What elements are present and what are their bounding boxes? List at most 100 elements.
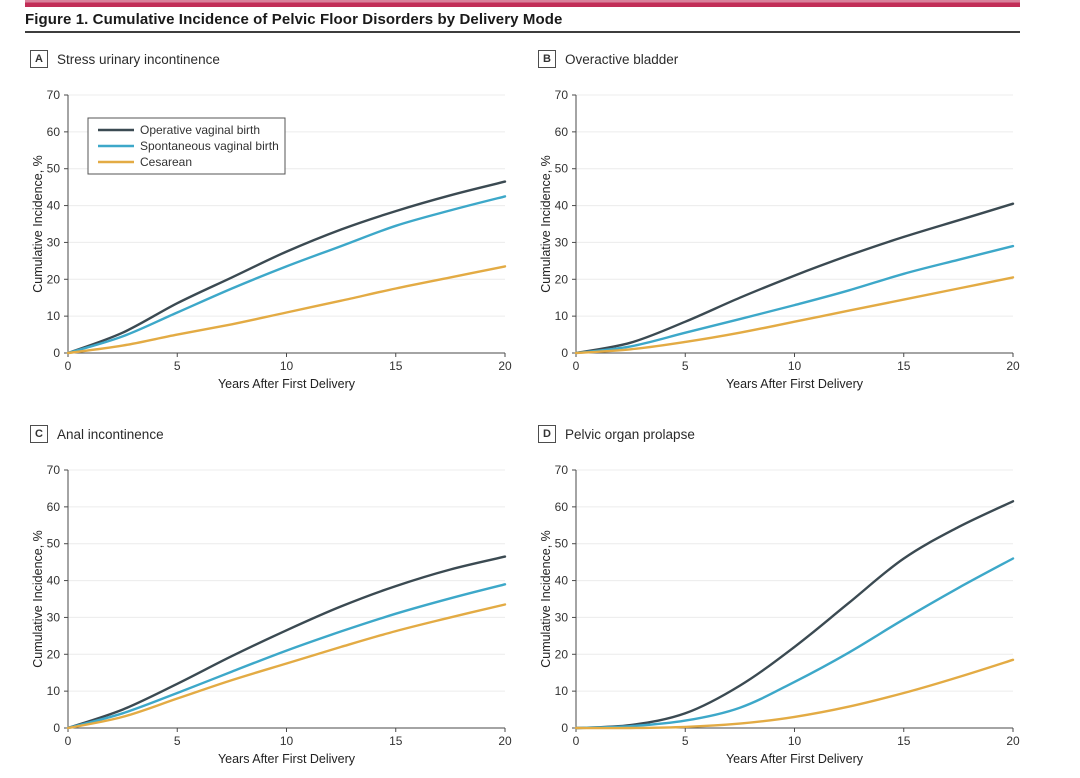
panel-a: A Stress urinary incontinence 0 10 20 30 40 5… xyxy=(30,50,550,400)
panel-c-chart: 0 10 20 30 40 50 60 70 0 5 10 15 20 Years After First… xyxy=(30,463,538,773)
svg-text:10: 10 xyxy=(47,309,61,323)
x-axis-title: Years After First Delivery xyxy=(726,377,864,391)
panel-d: D Pelvic organ prolapse 0 10 20 30 40 50 60 70 0… xyxy=(538,425,1058,775)
svg-text:10: 10 xyxy=(280,359,294,373)
panel-c-header: C Anal incontinence xyxy=(30,425,164,443)
tick-labels: 0 10 20 30 40 50 60 70 0 5 10 15 20 xyxy=(555,463,1020,748)
panel-b-title: Overactive bladder xyxy=(565,51,679,67)
series-line-operative-vaginal-birth xyxy=(574,500,1015,730)
series-line-spontaneous-vaginal-birth xyxy=(574,244,1015,355)
svg-text:70: 70 xyxy=(47,465,61,477)
x-axis-title: Years After First Delivery xyxy=(218,752,356,766)
svg-text:0: 0 xyxy=(65,734,72,748)
svg-text:50: 50 xyxy=(555,537,569,551)
svg-text:0: 0 xyxy=(573,359,580,373)
svg-text:20: 20 xyxy=(47,272,61,286)
panel-c: C Anal incontinence 0 10 20 30 40 50 60 70 0 5 10 1… xyxy=(30,425,550,775)
panel-d-header: D Pelvic organ prolapse xyxy=(538,425,695,443)
panel-d-chart: 0 10 20 30 40 50 60 70 0 5 10 15 20 Years After First… xyxy=(538,463,1046,773)
panel-d-title: Pelvic organ prolapse xyxy=(565,426,695,442)
panel-c-title: Anal incontinence xyxy=(57,426,164,442)
svg-text:50: 50 xyxy=(555,162,569,176)
svg-text:20: 20 xyxy=(498,359,512,373)
svg-text:20: 20 xyxy=(498,734,512,748)
svg-text:0: 0 xyxy=(53,721,60,735)
figure-title: Figure 1. Cumulative Incidence of Pelvic… xyxy=(25,11,563,28)
legend-label-operative-vaginal-birth: Operative vaginal birth xyxy=(140,123,260,137)
svg-text:0: 0 xyxy=(561,346,568,360)
x-axis-title: Years After First Delivery xyxy=(726,752,864,766)
tick-labels: 0 10 20 30 40 50 60 70 0 5 10 15 20 xyxy=(47,88,512,373)
chart-svg: 0 10 20 30 40 50 60 70 0 5 10 15 20 Years After First… xyxy=(539,463,1020,766)
chart-svg: 0 10 20 30 40 50 60 70 0 5 10 15 20 Years After First… xyxy=(31,88,512,391)
svg-text:10: 10 xyxy=(788,734,802,748)
y-axis-title: Cumulative Incidence, % xyxy=(539,155,553,293)
svg-text:5: 5 xyxy=(682,734,689,748)
svg-text:40: 40 xyxy=(47,199,61,213)
y-axis-title: Cumulative Incidence, % xyxy=(31,530,45,668)
svg-text:15: 15 xyxy=(389,734,403,748)
svg-text:30: 30 xyxy=(47,235,61,249)
legend-label-spontaneous-vaginal-birth: Spontaneous vaginal birth xyxy=(140,139,279,153)
legend: Operative vaginal birth Spontaneous vagin… xyxy=(87,117,286,175)
panel-a-header: A Stress urinary incontinence xyxy=(30,50,220,68)
svg-text:10: 10 xyxy=(555,684,569,698)
legend-label-cesarean: Cesarean xyxy=(140,155,192,169)
svg-text:20: 20 xyxy=(1006,359,1020,373)
svg-text:20: 20 xyxy=(1006,734,1020,748)
svg-text:50: 50 xyxy=(47,162,61,176)
figure-accent-bar xyxy=(25,0,1020,7)
gridlines xyxy=(68,469,505,692)
panel-a-title: Stress urinary incontinence xyxy=(57,51,220,67)
gridlines xyxy=(576,469,1013,692)
svg-text:10: 10 xyxy=(788,359,802,373)
svg-text:15: 15 xyxy=(897,734,911,748)
svg-text:10: 10 xyxy=(47,684,61,698)
svg-text:50: 50 xyxy=(47,537,61,551)
chart-svg: 0 10 20 30 40 50 60 70 0 5 10 15 20 Years After First… xyxy=(31,463,512,766)
svg-text:40: 40 xyxy=(555,199,569,213)
y-axis-title: Cumulative Incidence, % xyxy=(539,530,553,668)
svg-text:20: 20 xyxy=(555,272,569,286)
series-line-spontaneous-vaginal-birth xyxy=(66,195,507,355)
svg-text:0: 0 xyxy=(561,721,568,735)
svg-text:60: 60 xyxy=(555,500,569,514)
svg-text:0: 0 xyxy=(573,734,580,748)
svg-text:20: 20 xyxy=(555,647,569,661)
panel-c-letter-badge: C xyxy=(30,425,48,443)
tick-labels: 0 10 20 30 40 50 60 70 0 5 10 15 20 xyxy=(555,88,1020,373)
svg-text:20: 20 xyxy=(47,647,61,661)
svg-text:5: 5 xyxy=(174,359,181,373)
svg-text:70: 70 xyxy=(555,465,569,477)
axes xyxy=(572,94,1014,357)
svg-text:30: 30 xyxy=(555,610,569,624)
x-axis-title: Years After First Delivery xyxy=(218,377,356,391)
panel-b-letter-badge: B xyxy=(538,50,556,68)
panel-b-chart: 0 10 20 30 40 50 60 70 0 5 10 15 20 Years After First… xyxy=(538,88,1046,398)
series-line-cesarean xyxy=(66,265,507,355)
panel-b: B Overactive bladder 0 10 20 30 40 50 60 70 0 5 10… xyxy=(538,50,1058,400)
series-line-cesarean xyxy=(574,276,1015,355)
y-axis-title: Cumulative Incidence, % xyxy=(31,155,45,293)
svg-text:40: 40 xyxy=(555,574,569,588)
panel-a-letter-badge: A xyxy=(30,50,48,68)
svg-text:0: 0 xyxy=(53,346,60,360)
svg-text:60: 60 xyxy=(555,125,569,139)
svg-text:30: 30 xyxy=(47,610,61,624)
tick-labels: 0 10 20 30 40 50 60 70 0 5 10 15 20 xyxy=(47,463,512,748)
gridlines xyxy=(576,94,1013,317)
chart-svg: 0 10 20 30 40 50 60 70 0 5 10 15 20 Years After First… xyxy=(539,88,1020,391)
svg-text:15: 15 xyxy=(389,359,403,373)
figure-title-rule xyxy=(25,31,1020,33)
panel-a-chart: 0 10 20 30 40 50 60 70 0 5 10 15 20 Years After First… xyxy=(30,88,538,398)
series-line-spontaneous-vaginal-birth xyxy=(66,583,507,730)
svg-text:10: 10 xyxy=(555,309,569,323)
series-line-spontaneous-vaginal-birth xyxy=(574,557,1015,730)
svg-text:10: 10 xyxy=(280,734,294,748)
axes xyxy=(572,469,1014,732)
svg-text:5: 5 xyxy=(174,734,181,748)
svg-text:70: 70 xyxy=(47,90,61,102)
svg-text:30: 30 xyxy=(555,235,569,249)
series-line-operative-vaginal-birth xyxy=(66,180,507,355)
svg-text:60: 60 xyxy=(47,500,61,514)
